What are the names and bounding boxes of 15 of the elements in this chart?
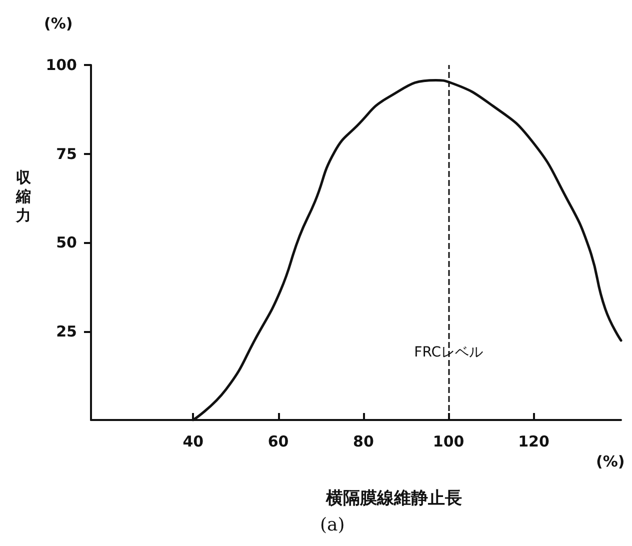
x-axis-title: 横隔膜線維静止長 xyxy=(325,488,462,508)
x-tick-label: 60 xyxy=(268,432,289,450)
text: (%) xyxy=(596,452,625,470)
text: (a) xyxy=(320,514,345,536)
y-tick-label: 50 xyxy=(56,234,77,252)
x-tick-label: 100 xyxy=(432,432,464,450)
text: (%) xyxy=(44,14,73,32)
y-tick-label: 100 xyxy=(46,56,77,74)
x-tick-label: 80 xyxy=(353,432,374,450)
annotation: FRCレベル xyxy=(414,344,484,361)
y-tick-label: 25 xyxy=(56,322,77,340)
x-tick-label: 40 xyxy=(182,432,204,450)
y-axis-title: 収縮力 xyxy=(15,168,32,224)
x-tick-label: 120 xyxy=(518,432,550,450)
y-tick-label: 75 xyxy=(56,144,77,163)
